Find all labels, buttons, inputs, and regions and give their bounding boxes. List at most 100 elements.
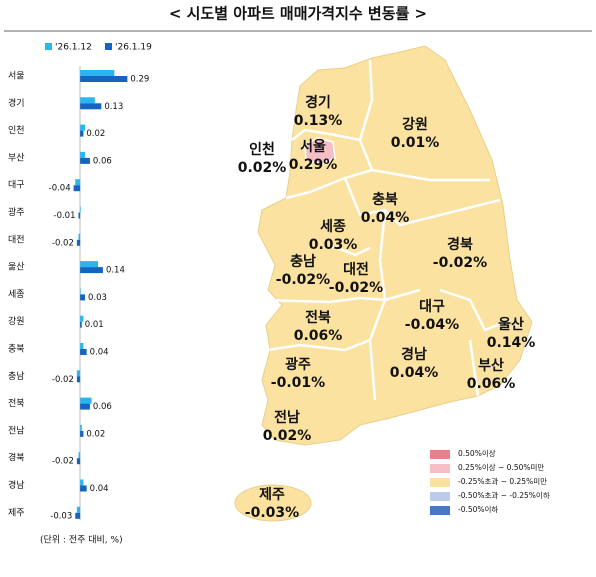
- bar: [80, 157, 90, 164]
- bar: [76, 370, 81, 377]
- bar: [80, 315, 84, 322]
- region-name: 제주: [259, 487, 285, 503]
- category-label: 울산: [8, 262, 25, 273]
- value-label: 0.02: [86, 429, 105, 439]
- region-name: 대전: [343, 261, 369, 278]
- seoul-area: [304, 137, 336, 165]
- bar: [80, 397, 92, 404]
- bar: [80, 288, 81, 295]
- category-label: 서울: [8, 71, 25, 82]
- region-name: 충북: [372, 192, 398, 208]
- category-label: 강원: [8, 316, 25, 327]
- value-label: 0.04: [90, 348, 109, 358]
- map-legend-label: -0.50%초과 ~ -0.25%이하: [458, 490, 550, 500]
- region-name: 경기: [305, 94, 331, 111]
- category-label: 경기: [8, 97, 25, 109]
- bar: [80, 206, 81, 213]
- region-value: 0.14%: [487, 335, 536, 351]
- region-value: 0.13%: [294, 113, 343, 129]
- category-label: 세종: [8, 289, 25, 300]
- category-label: 대구: [8, 180, 25, 191]
- region-value: -0.02%: [433, 255, 487, 271]
- region-borders: [261, 59, 511, 401]
- region-value: 0.06%: [294, 328, 343, 344]
- bar: [73, 185, 81, 192]
- bar: [80, 151, 86, 158]
- region-value: 0.29%: [289, 157, 338, 173]
- region-value: -0.02%: [276, 272, 330, 288]
- bar: [80, 430, 84, 437]
- region-name: 세종: [320, 219, 346, 235]
- bar: [80, 267, 103, 274]
- value-label: 0.06: [93, 156, 112, 166]
- bar: [80, 97, 95, 104]
- bar: [80, 70, 115, 76]
- map-legend-label: 0.25%이상 ~ 0.50%미만: [458, 462, 544, 472]
- region-name: 경북: [447, 236, 473, 253]
- bar: [80, 424, 82, 431]
- value-label: -0.02: [52, 375, 74, 385]
- map-legend-swatch: [430, 464, 450, 473]
- jeju-island: [234, 484, 312, 522]
- bar: [76, 376, 81, 383]
- value-label: 0.03: [88, 293, 107, 303]
- category-label: 경북: [8, 452, 25, 464]
- map-legend-swatch: [430, 492, 450, 501]
- region-name: 울산: [498, 316, 524, 333]
- bar: [75, 179, 81, 186]
- bar: [78, 212, 81, 219]
- region-name: 인천: [249, 141, 275, 158]
- value-label: 0.14: [106, 266, 125, 276]
- value-label: 0.13: [104, 102, 123, 112]
- category-label: 광주: [8, 206, 25, 218]
- region-value: 0.02%: [238, 160, 287, 176]
- legend-label: '26.1.12: [55, 43, 92, 53]
- category-label: 전남: [8, 425, 25, 436]
- category-label: 충남: [8, 371, 25, 382]
- category-label: 충북: [8, 344, 25, 355]
- value-label: -0.03: [50, 511, 72, 521]
- region-value: -0.01%: [271, 375, 325, 391]
- map-legend-swatch: [430, 506, 450, 515]
- category-label: 제주: [8, 507, 25, 518]
- region-value: 0.04%: [361, 210, 410, 226]
- legend-swatch: [105, 43, 112, 50]
- bar: [78, 233, 81, 240]
- value-label: 0.01: [85, 320, 104, 330]
- bar: [80, 103, 102, 110]
- region-value: -0.04%: [405, 317, 459, 333]
- bar: [75, 512, 81, 519]
- bar: [80, 130, 84, 137]
- region-name: 광주: [285, 356, 311, 373]
- map-legend-swatch: [430, 478, 450, 487]
- bar: [80, 349, 87, 355]
- map-legend-label: 0.50%이상: [458, 448, 496, 458]
- region-value: 0.02%: [263, 428, 312, 444]
- value-label: -0.01: [54, 211, 76, 221]
- region-value: 0.06%: [467, 376, 516, 392]
- legend-swatch: [45, 43, 52, 50]
- unit-note: (단위 : 전주 대비, %): [40, 535, 123, 546]
- bar: [80, 321, 82, 328]
- map-legend-label: -0.50%이하: [458, 504, 498, 514]
- bar: [80, 343, 84, 349]
- map-legend-label: -0.25%초과 ~ 0.25%미만: [458, 477, 547, 486]
- bar: [80, 485, 87, 492]
- category-label: 부산: [8, 152, 25, 163]
- value-label: -0.02: [52, 238, 74, 248]
- value-label: 0.02: [86, 129, 105, 139]
- bar: [80, 76, 128, 82]
- bar: [76, 458, 81, 465]
- region-value: -0.03%: [245, 505, 299, 521]
- bar: [78, 452, 81, 459]
- bar: [76, 506, 81, 513]
- region-name: 경남: [401, 346, 427, 363]
- region-name: 충남: [290, 253, 316, 270]
- region-name: 전북: [305, 309, 331, 326]
- region-name: 대구: [419, 299, 445, 315]
- region-value: 0.04%: [390, 365, 439, 381]
- category-label: 전북: [8, 398, 25, 409]
- region-name: 전남: [274, 409, 300, 426]
- category-label: 경남: [8, 479, 25, 491]
